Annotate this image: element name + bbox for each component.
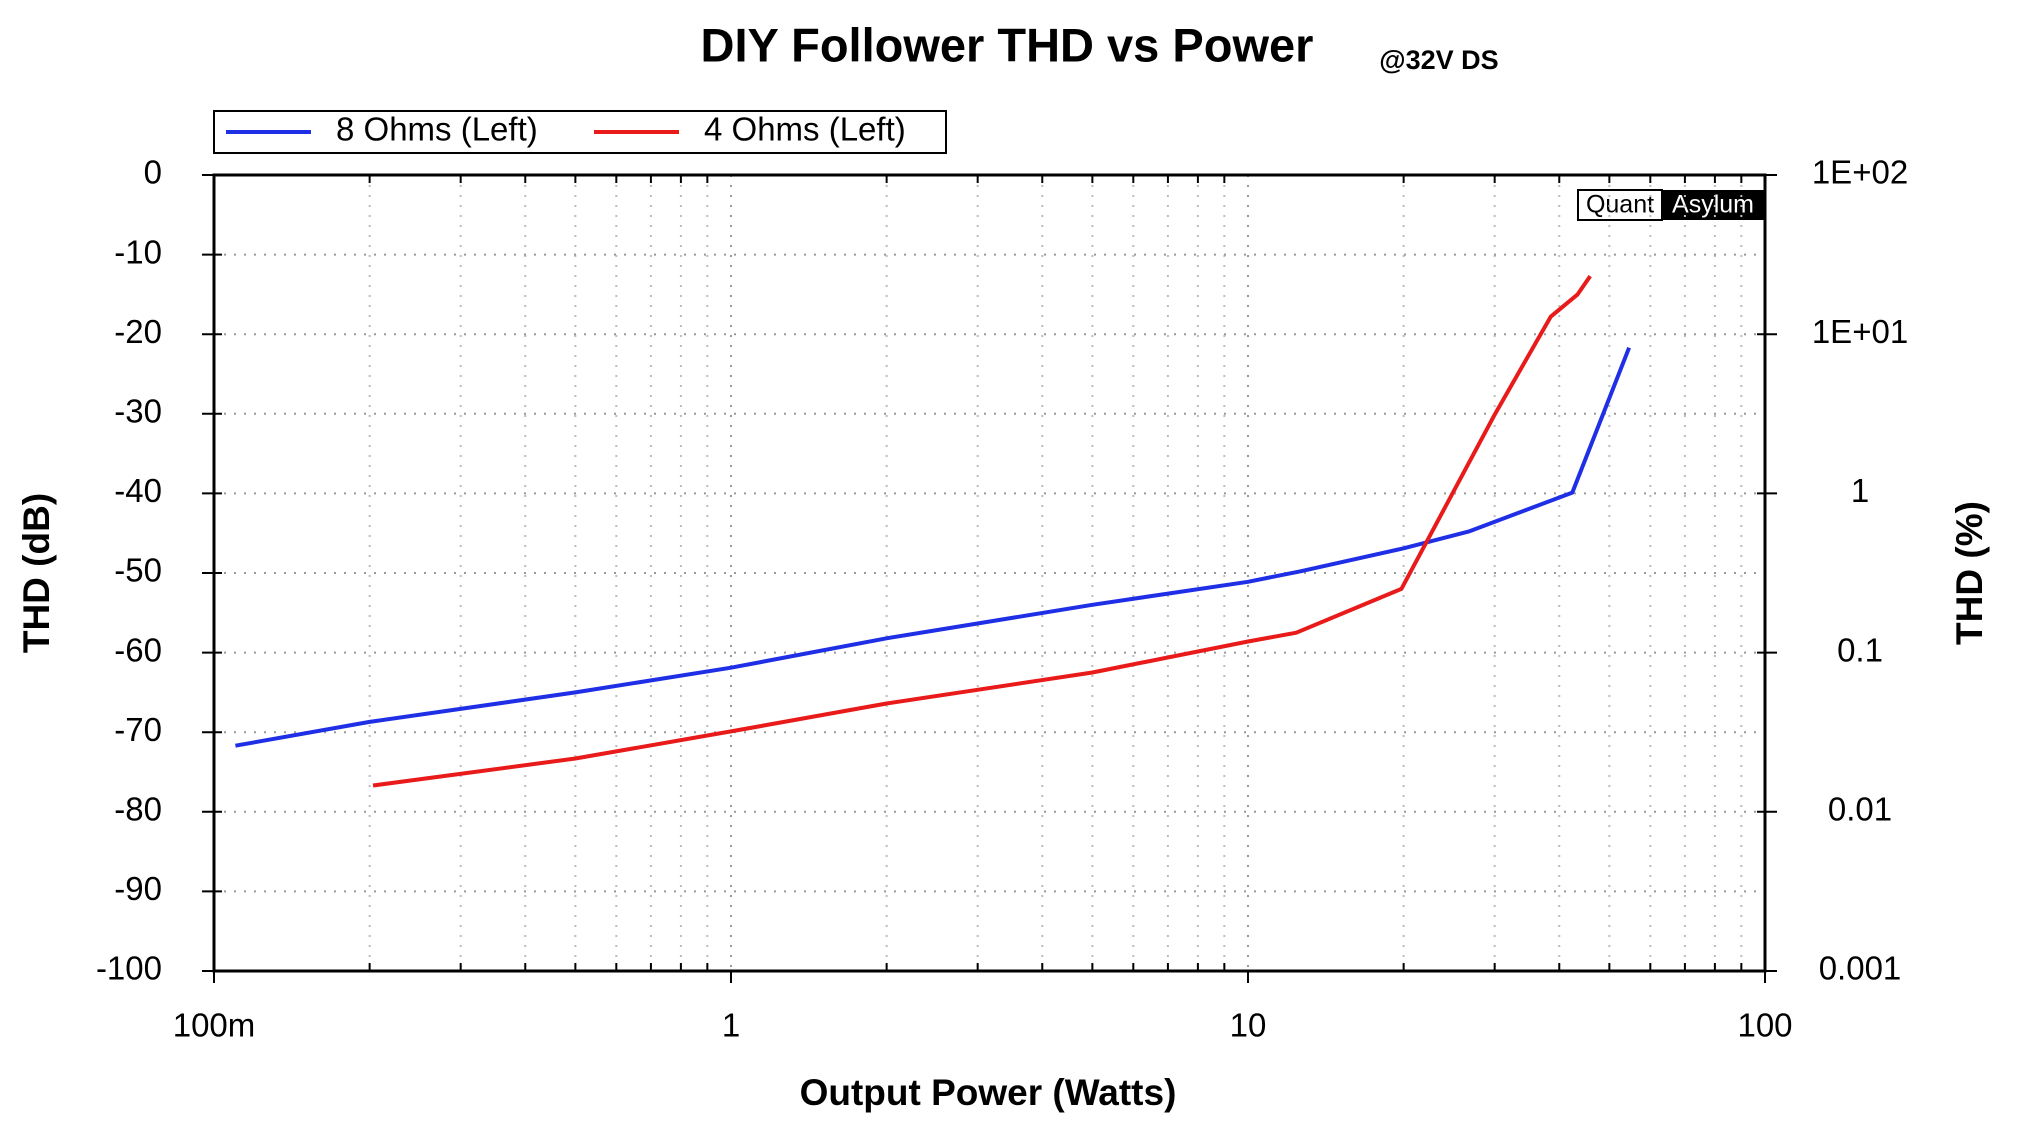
y-tick-label: -20 (114, 313, 162, 350)
y2-tick-label: 0.1 (1837, 631, 1883, 668)
y-tick-label: -80 (114, 791, 162, 828)
legend-label: 8 Ohms (Left) (336, 111, 538, 148)
y-axis-label: THD (dB) (16, 493, 57, 653)
watermark-box (1662, 190, 1765, 220)
watermark: Asylum (1672, 191, 1754, 219)
x-axis-label: Output Power (Watts) (800, 1072, 1177, 1113)
watermark: Quant (1586, 191, 1654, 219)
y2-tick-label: 0.01 (1828, 791, 1892, 828)
y2-tick-label: 1 (1851, 472, 1869, 509)
x-tick-label: 100m (173, 1007, 256, 1044)
series-line (235, 346, 1631, 748)
y-tick-label: -40 (114, 472, 162, 509)
y-tick-label: 0 (144, 154, 162, 191)
x-tick-label: 1 (722, 1007, 740, 1044)
legend-label: 4 Ohms (Left) (704, 111, 906, 148)
x-tick-label: 10 (1230, 1007, 1267, 1044)
annotation: @32V DS (1379, 45, 1498, 75)
y-tick-label: -100 (96, 950, 162, 987)
series-line (372, 274, 1592, 788)
y-tick-label: -50 (114, 552, 162, 589)
y2-tick-label: 1E+02 (1812, 154, 1908, 191)
y2-axis-label: THD (%) (1949, 501, 1990, 645)
y2-tick-label: 0.001 (1819, 950, 1902, 987)
chart-title: DIY Follower THD vs Power (701, 18, 1314, 71)
y-tick-label: -30 (114, 393, 162, 430)
y-tick-label: -60 (114, 631, 162, 668)
y2-tick-label: 1E+01 (1812, 313, 1908, 350)
x-tick-label: 100 (1737, 1007, 1792, 1044)
y-tick-label: -90 (114, 870, 162, 907)
y-tick-label: -70 (114, 711, 162, 748)
watermark-box (1577, 189, 1663, 221)
y-tick-label: -10 (114, 233, 162, 270)
plot-frame (212, 173, 1767, 973)
legend-box (213, 110, 947, 154)
